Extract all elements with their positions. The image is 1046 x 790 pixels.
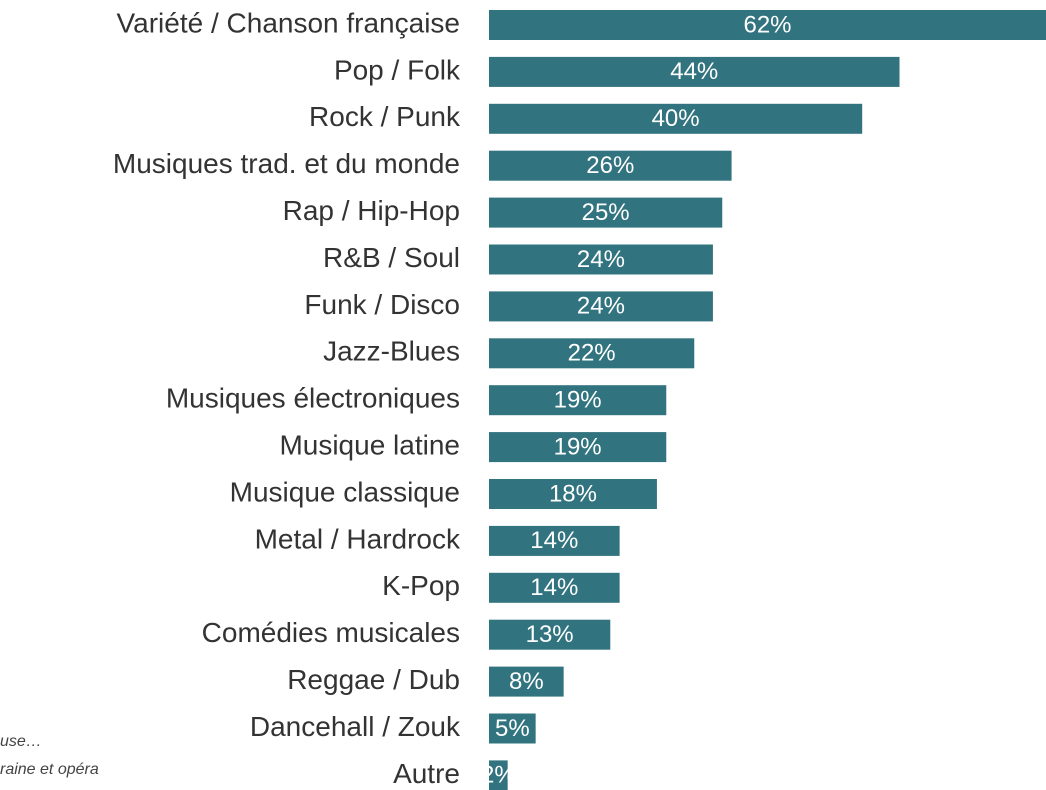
bar	[489, 572, 620, 603]
bar	[489, 619, 611, 650]
bar	[489, 103, 863, 134]
category-label: Metal / Hardrock	[255, 523, 461, 554]
bar	[489, 291, 713, 322]
annotation: use…	[0, 733, 42, 750]
category-label: K-Pop	[382, 570, 460, 601]
value-label: 62%	[743, 11, 791, 38]
category-label: Pop / Folk	[334, 54, 461, 85]
category-label: Reggae / Dub	[287, 664, 460, 695]
bar	[489, 479, 657, 509]
bar	[489, 760, 508, 790]
bar	[489, 666, 564, 697]
category-label: Musiques électroniques	[166, 383, 460, 414]
category-label: Musiques trad. et du monde	[113, 148, 460, 179]
category-label: Dancehall / Zouk	[250, 711, 461, 742]
value-label: 13%	[526, 621, 574, 648]
category-label: Jazz-Blues	[323, 336, 460, 367]
bar	[489, 10, 1046, 40]
bar	[489, 197, 723, 228]
bar	[489, 150, 732, 181]
value-label: 8%	[509, 668, 544, 695]
value-label: 14%	[530, 527, 578, 554]
category-label: Musique classique	[230, 476, 460, 507]
value-label: 2%	[481, 762, 516, 789]
value-label: 44%	[670, 58, 718, 85]
bar	[489, 338, 695, 369]
value-label: 18%	[549, 480, 597, 507]
category-label: R&B / Soul	[323, 242, 460, 273]
annotation: raine et opéra	[0, 761, 99, 778]
bar	[489, 244, 713, 275]
value-label: 19%	[554, 433, 602, 460]
bar	[489, 56, 900, 87]
value-label: 24%	[577, 246, 625, 273]
category-label: Funk / Disco	[304, 289, 460, 320]
value-label: 14%	[530, 574, 578, 601]
value-label: 5%	[495, 715, 530, 742]
category-label: Rock / Punk	[309, 101, 461, 132]
category-label: Comédies musicales	[202, 617, 460, 648]
value-label: 24%	[577, 293, 625, 320]
category-label: Musique latine	[279, 429, 460, 460]
value-label: 19%	[554, 387, 602, 414]
value-label: 25%	[582, 199, 630, 226]
value-label: 26%	[586, 152, 634, 179]
category-label: Variété / Chanson française	[117, 7, 460, 38]
value-label: 40%	[652, 105, 700, 132]
bar	[489, 713, 536, 744]
category-label: Rap / Hip-Hop	[283, 195, 460, 226]
category-label: Autre	[393, 758, 460, 789]
bar	[489, 525, 620, 556]
bar	[489, 432, 667, 463]
value-label: 22%	[568, 340, 616, 367]
bar	[489, 385, 667, 416]
